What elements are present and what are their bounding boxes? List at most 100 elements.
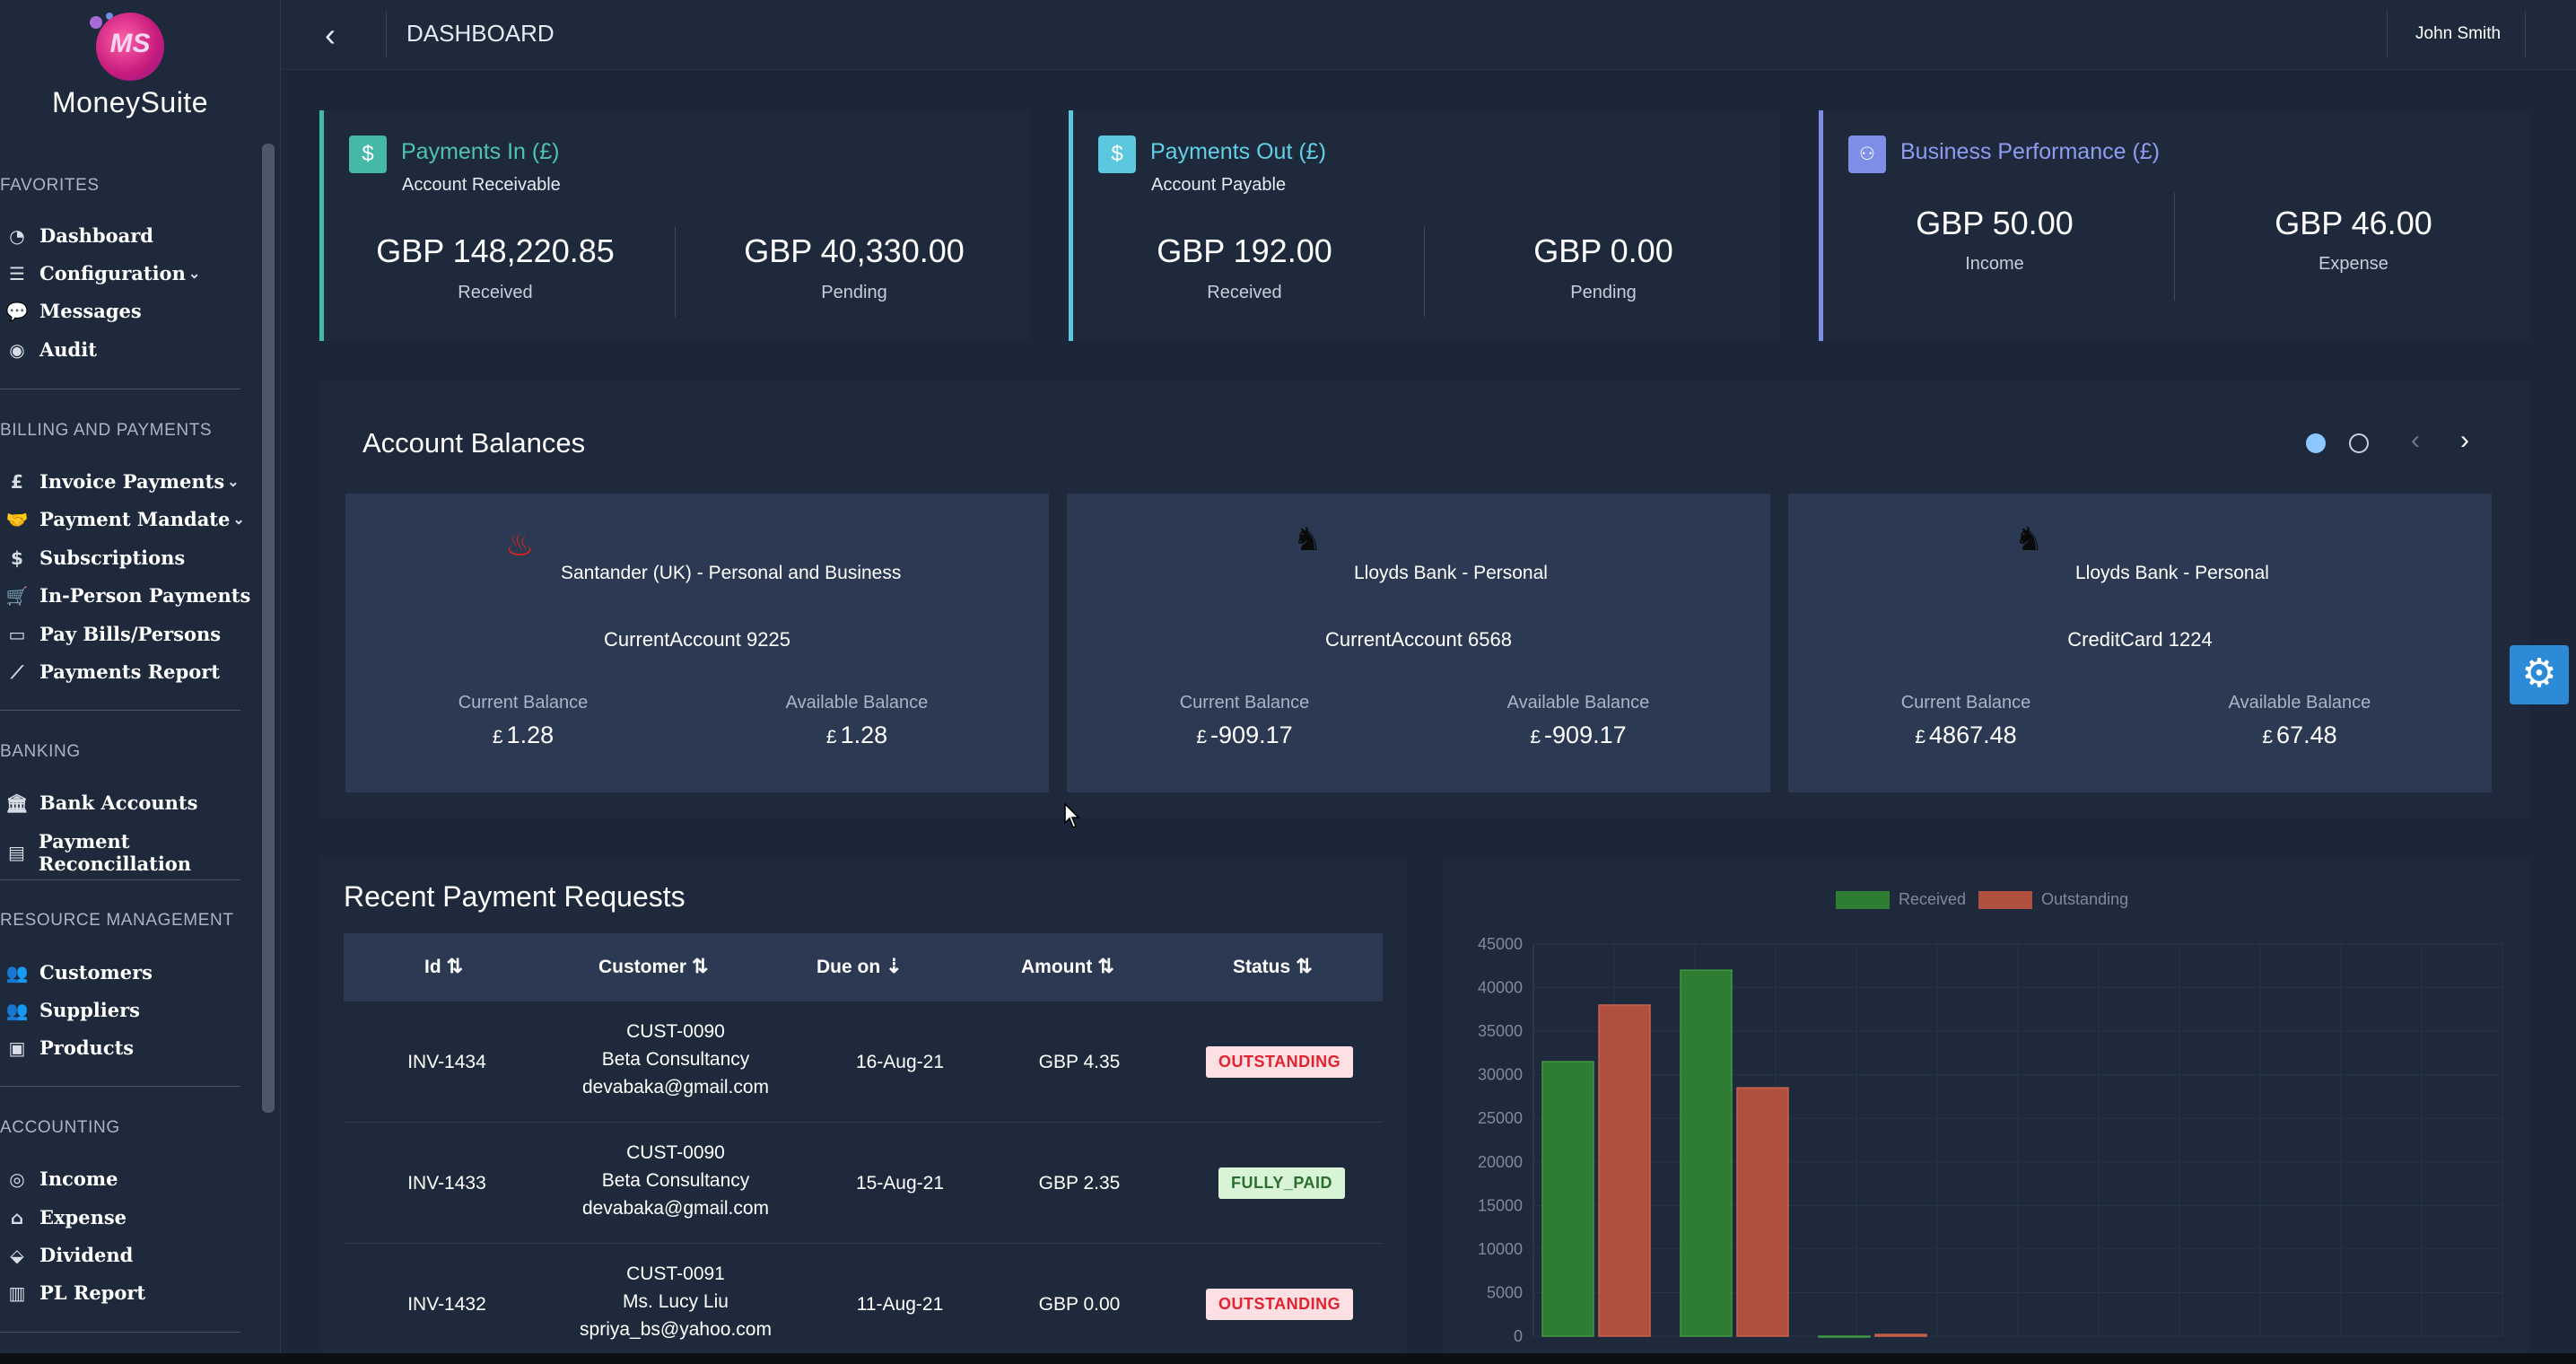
bar-chart: 0 5000 10000 15000 20000 25000 30000 35000 40000… bbox=[1478, 935, 2503, 1345]
legend-label: Outstanding bbox=[2041, 890, 2129, 908]
topbar-divider bbox=[2387, 11, 2388, 57]
sidebar-item-products[interactable]: ▣ Products bbox=[4, 1036, 135, 1059]
book-icon: ▤ bbox=[8, 842, 25, 863]
card-title: Payments Out (£) bbox=[1150, 139, 1326, 164]
account-number: CreditCard 1224 bbox=[2067, 628, 2213, 651]
page-title: DASHBOARD bbox=[406, 20, 554, 47]
drop-icon: ⬙ bbox=[10, 1244, 24, 1266]
sidebar-item-in-person-payments[interactable]: 🛒 In-Person Payments bbox=[4, 584, 251, 607]
sidebar-item-dividend[interactable]: ⬙ Dividend bbox=[4, 1244, 133, 1266]
bar-outstanding[interactable] bbox=[1598, 1004, 1651, 1337]
section-title-billing: BILLING AND PAYMENTS bbox=[0, 421, 213, 440]
legend-item-received[interactable]: Received bbox=[1836, 890, 1966, 909]
carousel-dot-active[interactable] bbox=[2306, 433, 2326, 453]
account-card[interactable]: ♞ Lloyds Bank - Personal CurrentAccount … bbox=[1067, 494, 1770, 792]
sidebar-item-configuration[interactable]: ☰ Configuration ⌄ bbox=[4, 262, 200, 284]
status-badge: OUTSTANDING bbox=[1206, 1046, 1354, 1078]
sidebar-item-invoice-payments[interactable]: £ Invoice Payments ⌄ bbox=[4, 470, 240, 493]
user-menu[interactable]: John Smith bbox=[2415, 24, 2502, 43]
sidebar-item-payments-report[interactable]: ⟋ Payments Report bbox=[4, 660, 220, 683]
sidebar-item-subscriptions[interactable]: $ Subscriptions bbox=[4, 546, 185, 569]
column-header-id[interactable]: Id ⇅ bbox=[424, 955, 463, 978]
available-balance-value: £ -909.17 bbox=[1426, 721, 1731, 749]
table-row[interactable]: INV-1432 CUST-0091 Ms. Lucy Liu spriya_b… bbox=[344, 1244, 1383, 1353]
app-logo[interactable]: MS MoneySuite bbox=[0, 13, 260, 119]
bar-received[interactable] bbox=[1541, 1061, 1594, 1337]
settings-gear-icon[interactable]: ⚙ bbox=[2510, 645, 2569, 704]
sidebar-item-label: Dashboard bbox=[39, 224, 153, 247]
bar-outstanding[interactable] bbox=[1736, 1087, 1789, 1337]
sidebar-item-pl-report[interactable]: ▥ PL Report bbox=[4, 1281, 146, 1304]
table-row[interactable]: INV-1433 CUST-0090 Beta Consultancy deva… bbox=[344, 1123, 1383, 1244]
payments-out-card: $ Payments Out (£) Account Payable GBP 1… bbox=[1069, 110, 1779, 341]
status-badge: FULLY_PAID bbox=[1218, 1167, 1346, 1199]
carousel-dot[interactable] bbox=[2349, 433, 2369, 453]
bar-received[interactable] bbox=[1680, 969, 1733, 1337]
chevron-right-icon[interactable]: › bbox=[2460, 425, 2469, 455]
available-balance-amount: 67.48 bbox=[2276, 721, 2337, 748]
sidebar-item-messages[interactable]: 💬 Messages bbox=[4, 300, 142, 322]
cart-icon: 🛒 bbox=[5, 584, 29, 607]
sidebar-item-suppliers[interactable]: 👥 Suppliers bbox=[4, 999, 140, 1021]
cell-due-on: 15-Aug-21 bbox=[855, 1173, 945, 1194]
account-card[interactable]: ♞ Lloyds Bank - Personal CreditCard 1224… bbox=[1788, 494, 2492, 792]
card-accent bbox=[1069, 110, 1073, 341]
logo-badge: MS bbox=[96, 13, 164, 81]
sidebar-item-payment-reconcillation[interactable]: ▤ Payment Reconcillation bbox=[4, 830, 280, 875]
sidebar-item-dashboard[interactable]: ◔ Dashboard bbox=[4, 224, 153, 247]
y-tick-label: 30000 bbox=[1478, 1066, 1523, 1084]
sidebar-item-audit[interactable]: ◉ Audit bbox=[4, 338, 97, 361]
sidebar-item-label: In-Person Payments bbox=[39, 584, 251, 607]
chevron-left-icon[interactable]: ‹ bbox=[2411, 425, 2420, 455]
sidebar-item-expense[interactable]: ⌂ Expense bbox=[4, 1206, 127, 1228]
sidebar-item-label: Suppliers bbox=[39, 999, 141, 1021]
column-header-status[interactable]: Status ⇅ bbox=[1233, 955, 1313, 978]
table-row[interactable]: INV-1434 CUST-0090 Beta Consultancy deva… bbox=[344, 1001, 1383, 1123]
income-value: GBP 50.00 bbox=[1916, 205, 2074, 241]
column-header-customer[interactable]: Customer ⇅ bbox=[598, 955, 708, 978]
column-label: Customer bbox=[598, 957, 687, 977]
expense-value: GBP 46.00 bbox=[2275, 205, 2432, 241]
sidebar-item-bank-accounts[interactable]: 🏛 Bank Accounts bbox=[4, 791, 197, 814]
cell-customer: CUST-0090 Beta Consultancy devabaka@gmai… bbox=[550, 1139, 801, 1222]
account-card[interactable]: ♨ Santander (UK) - Personal and Business… bbox=[345, 494, 1049, 792]
cell-id: INV-1433 bbox=[407, 1173, 486, 1194]
sidebar-item-label: Payment Reconcillation bbox=[38, 830, 192, 875]
column-header-due-on[interactable]: Due on ⇣ bbox=[816, 955, 903, 978]
card-divider bbox=[1424, 227, 1425, 317]
chevron-down-icon: ⌄ bbox=[232, 511, 245, 528]
cell-amount: GBP 0.00 bbox=[1038, 1294, 1121, 1315]
sidebar-item-pay-bills[interactable]: ▭ Pay Bills/Persons bbox=[4, 623, 222, 645]
legend-item-outstanding[interactable]: Outstanding bbox=[1978, 890, 2128, 909]
customer-name: Ms. Lucy Liu bbox=[623, 1291, 729, 1312]
currency-symbol: £ bbox=[1530, 727, 1541, 748]
sidebar-item-customers[interactable]: 👥 Customers bbox=[4, 961, 153, 984]
current-balance-amount: 1.28 bbox=[506, 721, 554, 748]
card-divider bbox=[2174, 193, 2175, 301]
sidebar-item-label: Products bbox=[39, 1036, 135, 1059]
people-icon: ⚇ bbox=[1848, 136, 1886, 173]
payments-in-card: $ Payments In (£) Account Receivable GBP… bbox=[319, 110, 1030, 341]
bottom-strip bbox=[0, 1353, 2576, 1364]
sidebar-item-income[interactable]: ◎ Income bbox=[4, 1167, 118, 1190]
bar-received[interactable] bbox=[1818, 1335, 1871, 1338]
customer-name: Beta Consultancy bbox=[601, 1049, 750, 1070]
back-arrow-icon[interactable]: ‹ bbox=[325, 16, 336, 53]
sidebar-item-label: Expense bbox=[39, 1206, 127, 1228]
sort-icon: ⇅ bbox=[1097, 955, 1114, 977]
cell-due-on: 11-Aug-21 bbox=[856, 1294, 944, 1315]
sidebar-item-payment-mandate[interactable]: 🤝 Payment Mandate ⌄ bbox=[4, 508, 245, 530]
available-balance-label: Available Balance bbox=[2228, 693, 2371, 713]
column-label: Amount bbox=[1021, 957, 1093, 977]
coins-icon: ◎ bbox=[9, 1167, 25, 1190]
y-tick-label: 15000 bbox=[1478, 1196, 1523, 1214]
bank-name: Lloyds Bank - Personal bbox=[2075, 563, 2269, 583]
logo-dot bbox=[90, 16, 102, 29]
column-header-amount[interactable]: Amount ⇅ bbox=[1021, 955, 1114, 978]
lloyds-horse-icon: ♞ bbox=[2014, 520, 2044, 557]
card-accent bbox=[319, 110, 324, 341]
sidebar-item-label: Customers bbox=[39, 961, 153, 984]
bar-outstanding[interactable] bbox=[1874, 1333, 1927, 1337]
sidebar-scrollbar[interactable] bbox=[262, 144, 275, 1113]
card-accent bbox=[1819, 110, 1823, 341]
